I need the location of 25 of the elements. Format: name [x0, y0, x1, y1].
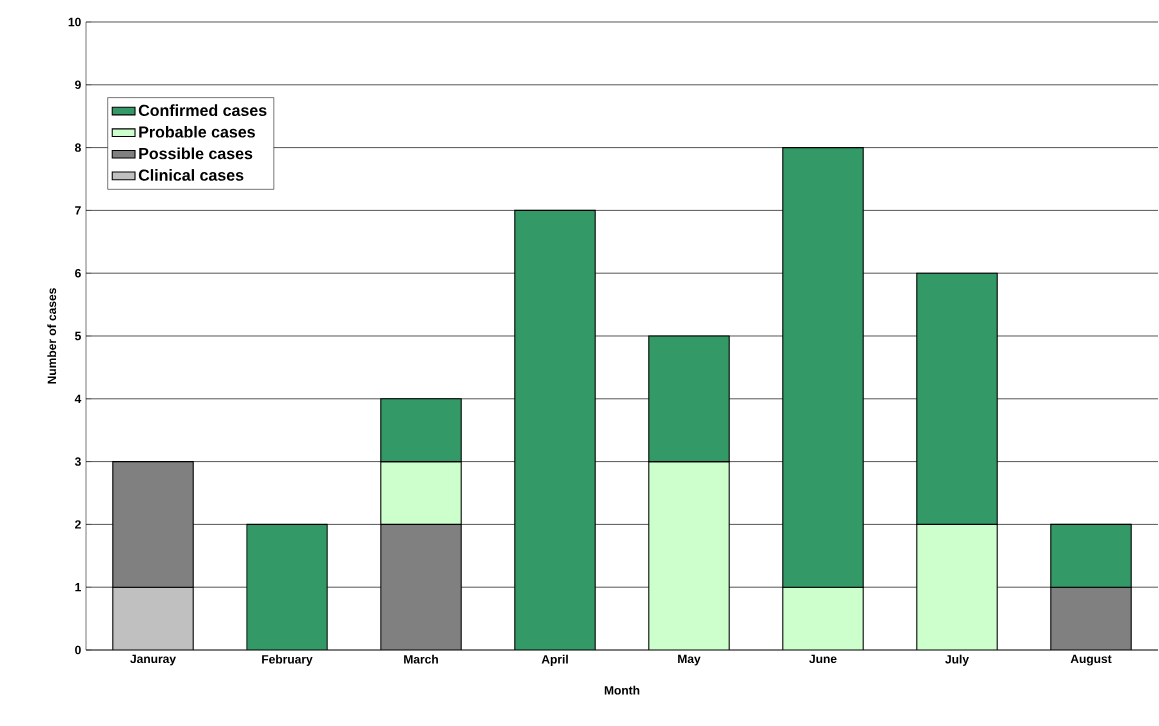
legend-label: Possible cases [139, 147, 253, 160]
x-tick-label: March [404, 654, 438, 664]
legend-label: Confirmed cases [138, 104, 267, 117]
y-tick-label: 4 [74, 394, 82, 403]
y-tick-label: 8 [75, 143, 81, 152]
y-tick-label: 7 [75, 206, 81, 215]
legend-label: Clinical cases [138, 169, 244, 181]
x-axis-title: Month [604, 685, 640, 695]
y-axis-title: Number of cases [47, 288, 57, 384]
legend-label: Probable cases [139, 125, 255, 138]
y-tick-label: 2 [75, 520, 81, 529]
x-tick-label: August [1070, 654, 1112, 666]
x-tick-label: Januray [130, 654, 176, 666]
y-tick-label: 9 [75, 80, 81, 90]
y-tick-label: 3 [74, 457, 81, 466]
x-tick-label: April [541, 654, 568, 666]
y-tick-label: 10 [68, 17, 81, 27]
y-tick-label: 5 [75, 331, 81, 341]
x-tick-label: July [945, 654, 969, 666]
y-tick-label: 1 [75, 583, 81, 592]
x-tick-label: February [262, 654, 313, 666]
y-tick-label: 0 [75, 645, 81, 655]
y-tick-label: 6 [75, 268, 81, 278]
x-tick-label: June [809, 654, 837, 664]
x-tick-label: May [678, 654, 701, 666]
